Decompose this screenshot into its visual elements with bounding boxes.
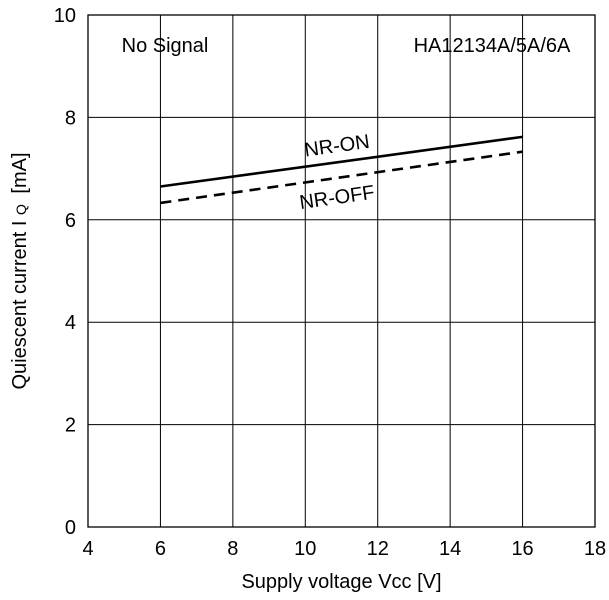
y-axis-title-unit: [mA]	[9, 152, 31, 193]
series-line-nr-off	[160, 150, 523, 205]
condition-annotation: No Signal	[122, 35, 209, 57]
x-tick-label: 10	[294, 538, 316, 560]
y-tick-label: 2	[65, 415, 76, 437]
x-tick-label: 16	[511, 538, 533, 560]
part-number-annotation: HA12134A/5A/6A	[414, 35, 571, 57]
y-tick-label: 6	[65, 210, 76, 232]
y-axis-title-subscript: Q	[13, 204, 29, 215]
y-axis-title: Quiescent current I Q [mA]	[9, 152, 31, 389]
series-line-nr-on	[160, 135, 523, 188]
series-label-nr-on: NR-ON	[303, 131, 371, 162]
x-tick-labels: 4 6 8 10 12 14 16 18	[82, 538, 606, 560]
y-tick-labels: 0 2 4 6 8 10	[54, 5, 76, 539]
y-tick-label: 10	[54, 5, 76, 27]
series-lines	[160, 135, 523, 205]
plot-frame	[87, 14, 596, 528]
series-labels: NR-ON NR-OFF	[298, 131, 376, 214]
y-tick-label: 0	[65, 517, 76, 539]
x-tick-label: 18	[584, 538, 606, 560]
x-tick-label: 12	[367, 538, 389, 560]
y-tick-label: 8	[65, 107, 76, 129]
y-tick-label: 4	[65, 312, 76, 334]
x-tick-label: 4	[82, 538, 93, 560]
x-axis-title: Supply voltage Vcc [V]	[241, 571, 441, 593]
series-label-nr-off: NR-OFF	[298, 182, 376, 214]
x-tick-label: 14	[439, 538, 461, 560]
x-tick-label: 8	[227, 538, 238, 560]
grid	[88, 15, 595, 527]
x-tick-label: 6	[155, 538, 166, 560]
y-axis-title-main: Quiescent current I	[9, 221, 31, 390]
